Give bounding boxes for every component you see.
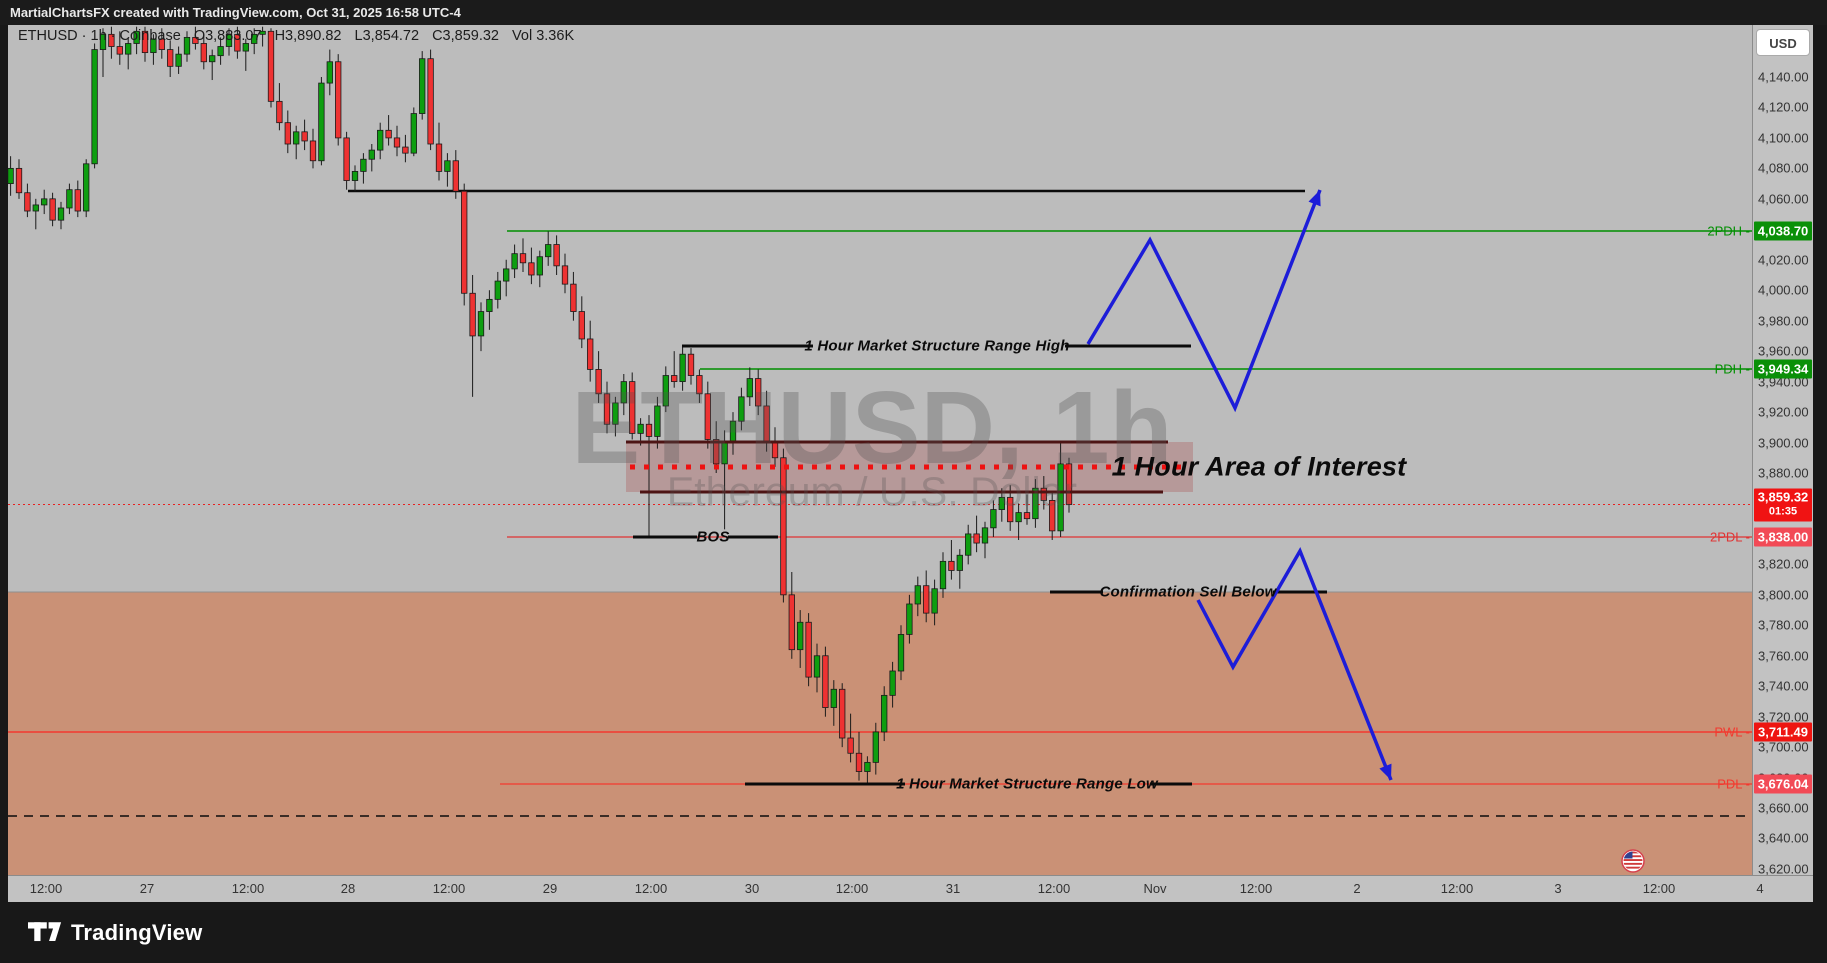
time-label: 12:00 [1239, 881, 1273, 896]
price-tick: 4,000.00 [1758, 282, 1809, 298]
level-label: PWL - [1714, 724, 1750, 740]
price-tick: 3,720.00 [1758, 709, 1809, 725]
time-label: 12:00 [231, 881, 265, 896]
time-label: 2 [1353, 881, 1361, 896]
annotation-range-high: 1 Hour Market Structure Range High [804, 337, 1070, 355]
time-label: 12:00 [835, 881, 869, 896]
tradingview-logo[interactable]: TradingView [28, 918, 202, 948]
level-label: 2PDL - [1710, 529, 1750, 545]
annotation-bos: BOS [696, 528, 730, 546]
level-label: PDL - [1717, 776, 1750, 792]
annotation-range-low: 1 Hour Market Structure Range Low [896, 775, 1158, 793]
price-tick: 3,780.00 [1758, 617, 1809, 633]
attribution-bar: MartialChartsFX created with TradingView… [0, 0, 1827, 25]
symbol-title[interactable]: ETHUSD · 1h · Coinbase [18, 28, 181, 44]
price-tick: 4,060.00 [1758, 191, 1809, 207]
time-axis[interactable]: 12:00 27 12:00 28 12:00 29 12:00 30 12:00 31 12:00… [8, 875, 1813, 902]
us-flag-icon [1623, 851, 1643, 869]
pdh-price-chip: 3,949.34 [1754, 359, 1812, 379]
price-tick: 3,960.00 [1758, 343, 1809, 359]
time-label: 4 [1756, 881, 1764, 896]
candlestick-chart-canvas[interactable] [8, 25, 1752, 875]
price-tick: 3,820.00 [1758, 556, 1809, 572]
symbol-watermark-line1: ETHUSD, 1h [571, 370, 1173, 485]
price-tick: 4,080.00 [1758, 160, 1809, 176]
price-tick: 3,620.00 [1758, 861, 1809, 877]
ohlc-high: H3,890.82 [274, 28, 342, 44]
candles [8, 26, 1073, 784]
time-label: 31 [945, 881, 961, 896]
last-price-chip: 3,859.32 01:35 [1754, 488, 1812, 522]
time-label: 12:00 [1642, 881, 1676, 896]
price-tick: 3,660.00 [1758, 800, 1809, 816]
time-label: 12:00 [432, 881, 466, 896]
ohlc-low: L3,854.72 [354, 28, 420, 44]
price-scale[interactable]: 4,140.00 4,120.00 4,100.00 4,080.00 4,060.00… [1752, 25, 1813, 877]
time-label: 12:00 [29, 881, 63, 896]
pwl-price-chip: 3,711.49 [1754, 722, 1812, 742]
2pdl-price-chip: 3,838.00 [1754, 527, 1812, 547]
price-tick: 3,700.00 [1758, 739, 1809, 755]
price-tick: 4,020.00 [1758, 252, 1809, 268]
price-tick: 4,100.00 [1758, 130, 1809, 146]
price-tick: 3,880.00 [1758, 465, 1809, 481]
tradingview-wordmark: TradingView [71, 920, 203, 945]
time-label: 12:00 [1440, 881, 1474, 896]
price-tick: 3,640.00 [1758, 830, 1809, 846]
time-label: 12:00 [1037, 881, 1071, 896]
time-label: 3 [1554, 881, 1562, 896]
price-tick: 3,900.00 [1758, 435, 1809, 451]
footer-bar: TradingView [0, 902, 1827, 963]
price-tick: 4,120.00 [1758, 99, 1809, 115]
chart-pane[interactable] [8, 25, 1752, 875]
pdl-price-chip: 3,676.04 [1754, 774, 1812, 794]
bar-countdown: 01:35 [1768, 505, 1798, 518]
ohlc-close: C3,859.32 [432, 28, 499, 44]
annotation-confirm: Confirmation Sell Below [1099, 583, 1277, 601]
price-tick: 3,800.00 [1758, 587, 1809, 603]
price-tick: 3,760.00 [1758, 648, 1809, 664]
symbol-watermark-line2: Ethereum / U.S. Dollar [666, 468, 1078, 515]
price-tick: 3,920.00 [1758, 404, 1809, 420]
time-label: 12:00 [634, 881, 668, 896]
time-label: 30 [744, 881, 760, 896]
time-label: 28 [340, 881, 356, 896]
level-label: 2PDH - [1707, 223, 1750, 239]
level-label: PDH - [1714, 361, 1750, 377]
ohlc-open: O3,883.07 [193, 28, 262, 44]
last-price-value: 3,859.32 [1757, 489, 1809, 505]
annotation-aoi: 1 Hour Area of Interest [1111, 451, 1407, 482]
attribution-text: MartialChartsFX created with TradingView… [10, 5, 461, 20]
price-tick: 3,980.00 [1758, 313, 1809, 329]
time-label: 27 [139, 881, 155, 896]
time-label: 29 [542, 881, 558, 896]
2pdh-price-chip: 4,038.70 [1754, 221, 1812, 241]
tradingview-mark-icon [28, 922, 62, 942]
ohlc-legend[interactable]: ETHUSD · 1h · Coinbase O3,883.07 H3,890.… [18, 28, 583, 46]
volume-value: Vol 3.36K [512, 28, 575, 44]
price-tick: 3,740.00 [1758, 678, 1809, 694]
currency-toggle-button[interactable]: USD [1756, 29, 1810, 56]
price-tick: 4,140.00 [1758, 69, 1809, 85]
time-label: Nov [1143, 881, 1167, 896]
